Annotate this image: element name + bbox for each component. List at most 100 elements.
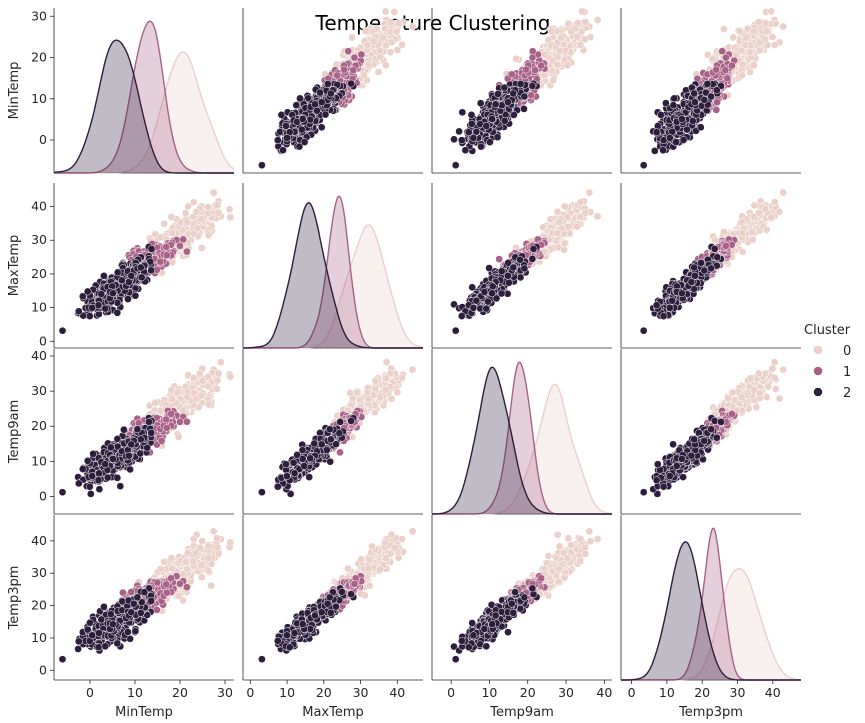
scatter-point-cluster-2 xyxy=(85,312,94,320)
scatter-point-cluster-2 xyxy=(131,291,140,300)
scatter-point-cluster-2 xyxy=(707,92,715,101)
scatter-point-cluster-0 xyxy=(761,19,770,27)
scatter-point-cluster-0 xyxy=(737,218,746,227)
scatter-point-cluster-0 xyxy=(189,198,198,207)
scatter-point-cluster-0 xyxy=(578,7,586,16)
scatter-point-cluster-0 xyxy=(390,8,399,16)
scatter-point-cluster-0 xyxy=(387,38,396,47)
scatter-point-cluster-2 xyxy=(457,136,466,145)
scatter-point-cluster-0 xyxy=(775,207,784,216)
scatter-point-cluster-2 xyxy=(147,266,156,275)
scatter-point-cluster-2 xyxy=(451,326,460,335)
scatter-point-cluster-0 xyxy=(204,203,213,212)
scatter-point-cluster-0 xyxy=(167,213,176,221)
scatter-point-cluster-2 xyxy=(468,283,477,292)
scatter-point-cluster-2 xyxy=(317,98,326,107)
scatter-point-cluster-2 xyxy=(323,80,332,88)
scatter-point-cluster-0 xyxy=(749,27,758,36)
scatter-point-cluster-0 xyxy=(593,212,602,221)
scatter-point-cluster-1 xyxy=(522,65,530,74)
scatter-point-cluster-2 xyxy=(83,287,92,296)
scatter-point-cluster-2 xyxy=(292,101,301,110)
scatter-point-cluster-2 xyxy=(505,278,513,287)
scatter-point-cluster-2 xyxy=(679,136,688,144)
scatter-point-cluster-2 xyxy=(520,105,528,113)
y-tick-label: 0 xyxy=(39,333,47,348)
scatter-point-cluster-0 xyxy=(560,239,569,248)
scatter-point-cluster-2 xyxy=(113,268,122,277)
kde-line-cluster-2 xyxy=(53,39,234,174)
scatter-point-cluster-2 xyxy=(500,117,509,125)
scatter-point-cluster-0 xyxy=(547,27,556,36)
scatter-point-cluster-0 xyxy=(408,22,417,31)
scatter-point-cluster-0 xyxy=(364,60,373,69)
scatter-point-cluster-2 xyxy=(276,127,284,136)
scatter-point-cluster-0 xyxy=(593,16,602,24)
scatter-point-cluster-2 xyxy=(311,100,319,109)
scatter-point-cluster-2 xyxy=(113,308,122,317)
scatter-point-cluster-0 xyxy=(720,228,728,236)
scatter-point-cluster-1 xyxy=(179,235,188,244)
scatter-point-cluster-1 xyxy=(340,65,348,74)
scatter-point-cluster-2 xyxy=(529,245,538,253)
scatter-point-cluster-0 xyxy=(189,229,198,238)
scatter-point-cluster-0 xyxy=(381,7,390,16)
scatter-point-cluster-2 xyxy=(273,136,282,145)
y-tick-label: 40 xyxy=(31,199,47,214)
scatter-point-cluster-0 xyxy=(553,207,562,216)
scatter-point-cluster-2 xyxy=(277,111,286,119)
scatter-point-cluster-2 xyxy=(451,161,460,170)
scatter-point-cluster-0 xyxy=(563,61,572,70)
scatter-point-cluster-1 xyxy=(156,257,165,266)
y-tick-label: 10 xyxy=(31,300,47,315)
scatter-point-cluster-1 xyxy=(162,251,171,260)
scatter-point-cluster-2 xyxy=(484,297,492,306)
scatter-point-cluster-2 xyxy=(653,122,662,130)
scatter-point-cluster-2 xyxy=(657,111,665,119)
scatter-point-cluster-2 xyxy=(458,108,467,117)
scatter-point-cluster-0 xyxy=(762,225,771,234)
scatter-point-cluster-1 xyxy=(713,98,721,107)
scatter-point-cluster-0 xyxy=(573,222,582,231)
scatter-point-cluster-2 xyxy=(528,82,537,90)
scatter-point-cluster-2 xyxy=(691,98,699,107)
scatter-point-cluster-2 xyxy=(127,271,136,280)
y-tick-label: 30 xyxy=(31,8,47,23)
scatter-point-cluster-1 xyxy=(508,70,516,79)
scatter-point-cluster-0 xyxy=(197,244,206,252)
scatter-point-cluster-2 xyxy=(480,288,489,296)
scatter-point-cluster-0 xyxy=(576,41,585,49)
scatter-point-cluster-2 xyxy=(488,289,496,298)
scatter-point-cluster-2 xyxy=(469,303,478,312)
scatter-point-cluster-2 xyxy=(467,111,476,119)
scatter-point-cluster-0 xyxy=(755,46,764,55)
scatter-point-cluster-2 xyxy=(652,128,661,137)
scatter-point-cluster-2 xyxy=(486,138,494,146)
scatter-point-cluster-0 xyxy=(386,18,395,27)
scatter-point-cluster-1 xyxy=(183,247,191,256)
kde-fill-cluster-2 xyxy=(54,40,234,174)
scatter-point-cluster-0 xyxy=(183,218,192,227)
scatter-point-cluster-0 xyxy=(360,71,368,80)
scatter-point-cluster-2 xyxy=(700,96,709,104)
scatter-point-cluster-0 xyxy=(761,35,770,44)
panel-MaxTemp-MaxTemp xyxy=(242,183,424,349)
panel-MaxTemp-Temp9am xyxy=(431,183,612,349)
scatter-point-cluster-2 xyxy=(639,326,648,335)
scatter-point-cluster-2 xyxy=(669,101,678,110)
scatter-point-cluster-0 xyxy=(738,247,747,256)
scatter-point-cluster-0 xyxy=(729,33,738,42)
scatter-point-cluster-2 xyxy=(316,88,324,97)
scatter-point-cluster-0 xyxy=(181,209,190,217)
scatter-point-cluster-2 xyxy=(488,282,497,291)
kde-fill-cluster-1 xyxy=(54,21,234,174)
scatter-point-cluster-0 xyxy=(779,188,788,197)
y-axis-title: MinTemp xyxy=(7,62,22,120)
scatter-point-cluster-1 xyxy=(718,47,727,56)
scatter-point-cluster-2 xyxy=(509,89,518,98)
scatter-point-cluster-0 xyxy=(363,41,372,49)
scatter-point-cluster-0 xyxy=(369,37,378,46)
scatter-point-cluster-0 xyxy=(394,19,403,27)
scatter-point-cluster-2 xyxy=(497,267,506,276)
